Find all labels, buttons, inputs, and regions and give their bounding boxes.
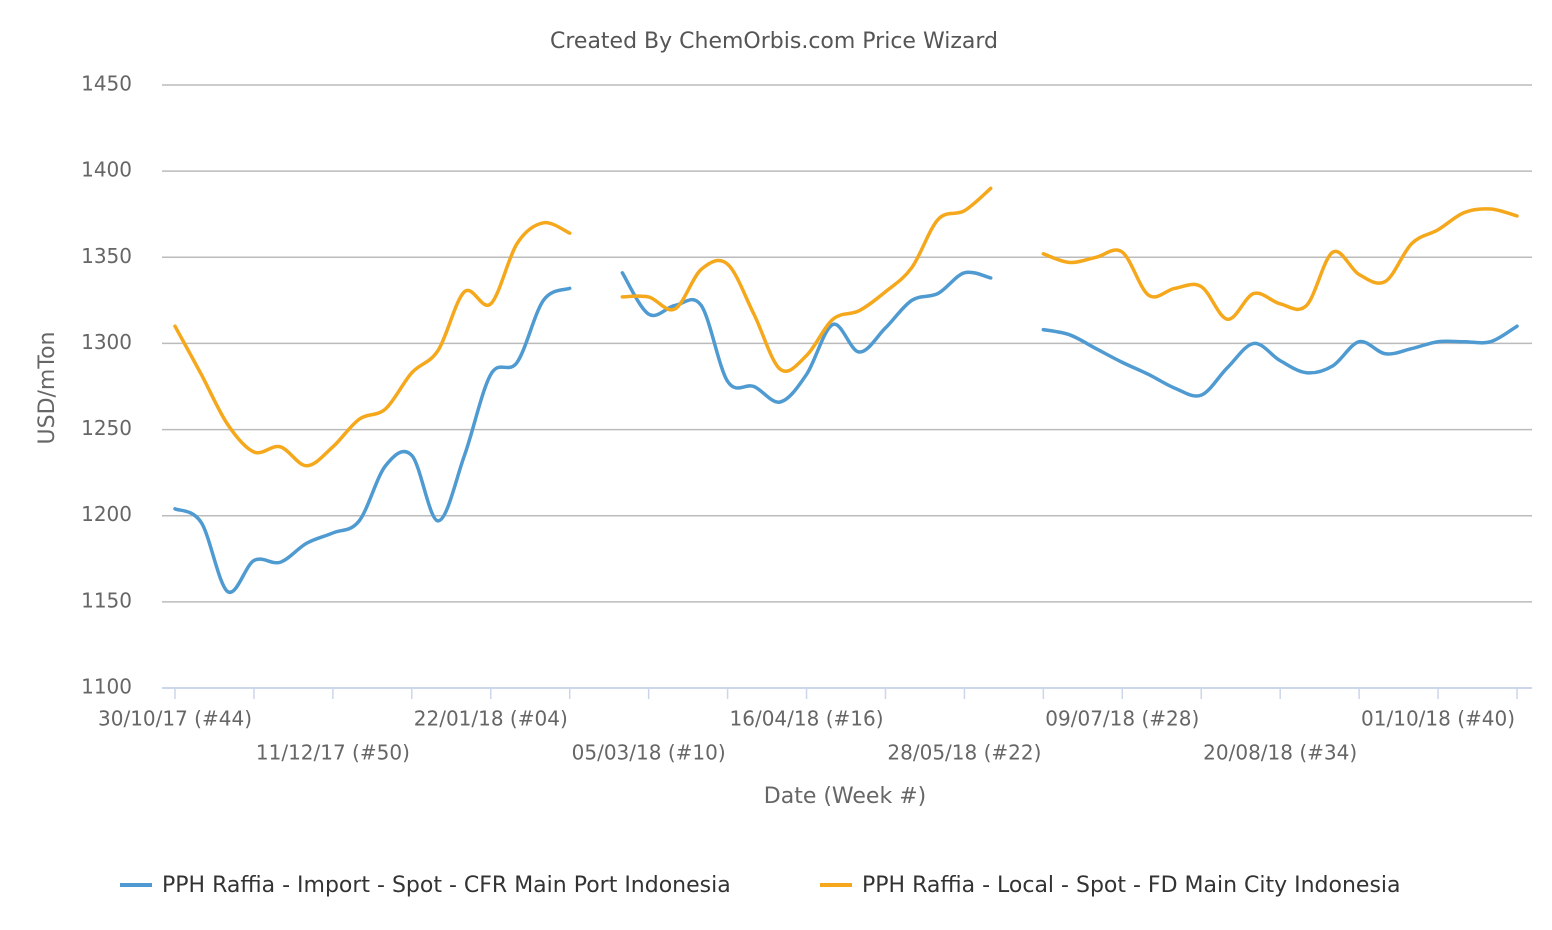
y-tick-label: 1450 xyxy=(81,72,132,96)
chart-title: Created By ChemOrbis.com Price Wizard xyxy=(550,29,998,54)
y-tick-label: 1100 xyxy=(81,675,132,699)
y-tick-label: 1200 xyxy=(81,502,132,526)
y-tick-label: 1250 xyxy=(81,416,132,440)
series-line xyxy=(620,186,993,373)
x-tick-label: 30/10/17 (#44) xyxy=(98,707,252,731)
x-tick-label: 16/04/18 (#16) xyxy=(730,707,884,731)
x-tick-label: 05/03/18 (#10) xyxy=(572,741,726,765)
x-tick-label: 22/01/18 (#04) xyxy=(414,707,568,731)
legend-label: PPH Raffia - Local - Spot - FD Main City… xyxy=(862,873,1401,898)
series-line xyxy=(620,270,993,404)
x-tick-label: 11/12/17 (#50) xyxy=(256,741,410,765)
series-line xyxy=(173,220,572,468)
series-line xyxy=(173,286,572,594)
y-tick-label: 1400 xyxy=(81,158,132,182)
legend-label: PPH Raffia - Import - Spot - CFR Main Po… xyxy=(162,873,731,898)
y-tick-label: 1300 xyxy=(81,330,132,354)
y-axis-label: USD/mTon xyxy=(35,332,60,445)
x-tick-label: 20/08/18 (#34) xyxy=(1203,741,1357,765)
x-tick-label: 09/07/18 (#28) xyxy=(1045,707,1199,731)
x-tick-label: 28/05/18 (#22) xyxy=(887,741,1041,765)
x-tick-label: 01/10/18 (#40) xyxy=(1361,707,1515,731)
series-line xyxy=(1041,324,1519,398)
y-tick-label: 1350 xyxy=(81,244,132,268)
y-tick-label: 1150 xyxy=(81,588,132,612)
series-line xyxy=(1041,207,1519,322)
x-axis-label: Date (Week #) xyxy=(764,784,926,809)
